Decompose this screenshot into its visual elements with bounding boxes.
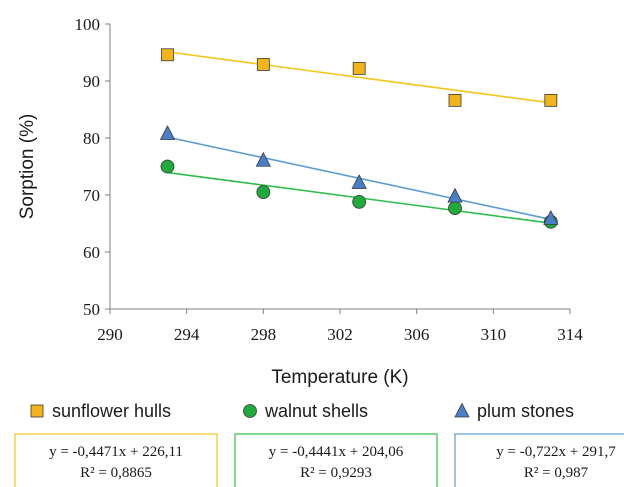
equation-box (14, 433, 218, 487)
trendline-equation: y = -0,722x + 291,7 (496, 444, 616, 460)
r-squared: R² = 0,8865 (80, 465, 152, 481)
data-point (448, 201, 462, 216)
equation-box (454, 433, 624, 487)
legend-label: walnut shells (264, 401, 368, 421)
data-point (161, 48, 174, 62)
legend-marker (30, 404, 44, 418)
x-axis-title: Temperature (K) (271, 367, 408, 388)
x-tick-label: 294 (174, 325, 200, 344)
data-point (160, 159, 175, 174)
r-squared: R² = 0,987 (524, 465, 589, 481)
data-point (256, 185, 271, 200)
trendline (167, 51, 551, 104)
y-tick-label: 70 (83, 186, 100, 205)
y-tick-label: 50 (83, 300, 100, 319)
data-point (352, 194, 367, 209)
data-point (448, 93, 462, 107)
data-points (159, 48, 559, 229)
data-point (543, 210, 559, 225)
x-tick-label: 314 (557, 325, 583, 344)
legend-marker (243, 404, 257, 418)
trendline-equations: y = -0,4471x + 226,11 R² = 0,8865 y = -0,4… (14, 433, 624, 487)
data-point (352, 62, 366, 75)
legend-label: plum stones (477, 401, 574, 421)
x-tick-label: 306 (404, 325, 430, 344)
x-tick-label: 298 (251, 325, 277, 344)
data-point (255, 151, 271, 167)
data-point (544, 93, 558, 107)
axes (105, 23, 571, 314)
y-tick-label: 60 (83, 243, 100, 262)
y-axis-title: Sorption (%) (17, 114, 38, 220)
legend-label: sunflower hulls (52, 401, 171, 421)
x-tick-label: 310 (481, 325, 507, 344)
legend-marker (454, 402, 470, 418)
y-tick-label: 80 (83, 129, 100, 148)
data-point (256, 58, 270, 71)
equation-box (234, 433, 438, 487)
data-point (351, 174, 367, 189)
tick-labels: 50 60 70 80 90 100 290 294 298 302 306 310 314 (75, 15, 584, 344)
legend: sunflower hulls walnut shells plum stones (30, 401, 574, 421)
r-squared: R² = 0,9293 (300, 465, 372, 481)
x-tick-label: 290 (97, 325, 123, 344)
trendline-equation: y = -0,4471x + 226,11 (49, 444, 183, 460)
y-tick-label: 100 (75, 15, 101, 34)
data-point (447, 187, 463, 203)
x-tick-label: 302 (327, 325, 353, 344)
trendline-equation: y = -0,4441x + 204,06 (269, 444, 404, 460)
data-point (159, 125, 176, 140)
y-tick-label: 90 (83, 72, 100, 91)
